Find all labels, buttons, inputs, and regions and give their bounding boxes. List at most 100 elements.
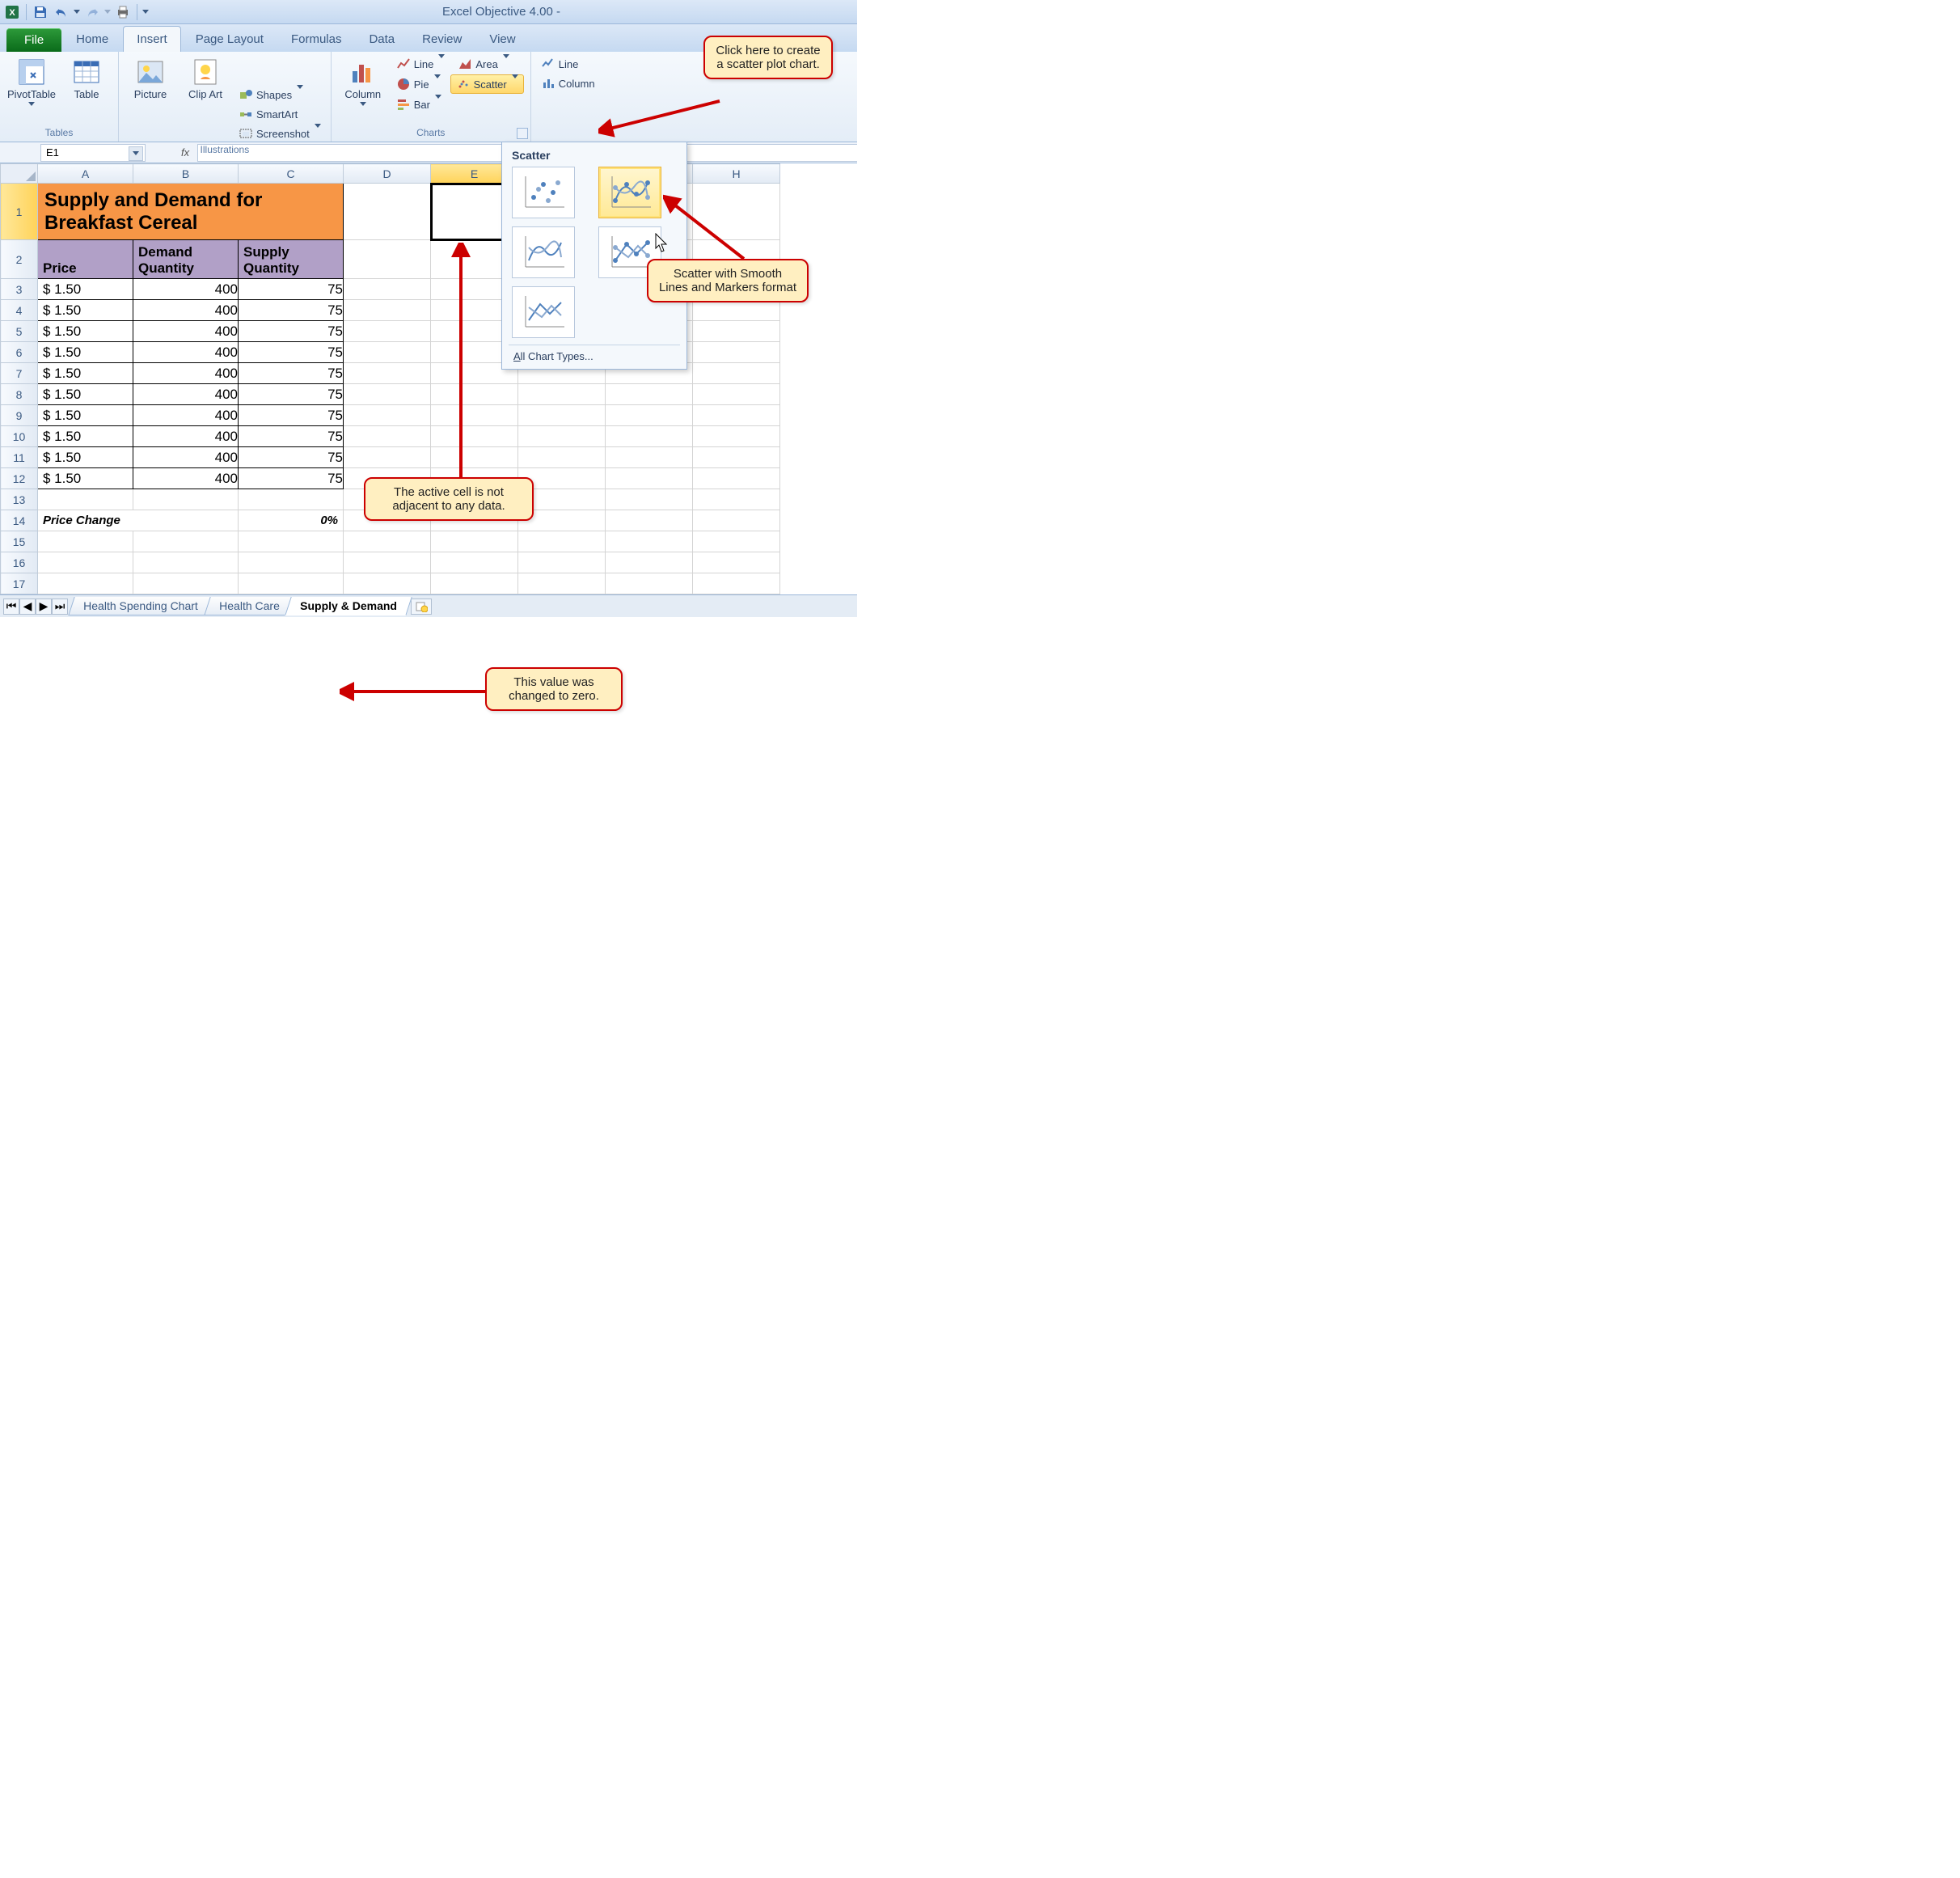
tab-view[interactable]: View [476,27,528,52]
sheet-title[interactable]: Supply and Demand for Breakfast Cereal [38,184,344,240]
area-chart-button[interactable]: Area [454,55,512,73]
price-change-label[interactable]: Price Change [38,510,239,531]
cell-demand[interactable]: 400 [133,363,239,384]
line-chart-button[interactable]: Line [393,55,449,73]
cell-supply[interactable]: 75 [239,447,344,468]
row-9[interactable]: 9 [1,405,38,426]
undo-dropdown[interactable] [74,9,80,15]
hdr-demand[interactable]: Demand Quantity [133,240,239,279]
cell-supply[interactable]: 75 [239,468,344,489]
cell-demand[interactable]: 400 [133,468,239,489]
row-10[interactable]: 10 [1,426,38,447]
cell-price[interactable]: $ 1.50 [38,468,133,489]
picture-button[interactable]: Picture [125,55,175,102]
cell-price[interactable]: $ 1.50 [38,363,133,384]
clipart-button[interactable]: Clip Art [180,55,230,102]
col-D[interactable]: D [344,164,431,184]
cell-demand[interactable]: 400 [133,405,239,426]
hdr-price[interactable]: Price [38,240,133,279]
table-button[interactable]: Table [61,55,112,102]
row-6[interactable]: 6 [1,342,38,363]
col-H[interactable]: H [693,164,780,184]
quick-print-icon[interactable] [114,3,132,21]
cell-demand[interactable]: 400 [133,300,239,321]
price-change-value[interactable]: 0% [239,510,344,531]
hdr-supply[interactable]: Supply Quantity [239,240,344,279]
row-8[interactable]: 8 [1,384,38,405]
redo-icon[interactable] [83,3,101,21]
qat-customize[interactable] [142,9,149,15]
cell-supply[interactable]: 75 [239,405,344,426]
tab-nav-next[interactable]: ▶ [36,599,52,615]
cell-supply[interactable]: 75 [239,321,344,342]
new-sheet-button[interactable] [411,599,432,615]
cell-demand[interactable]: 400 [133,447,239,468]
row-12[interactable]: 12 [1,468,38,489]
row-2[interactable]: 2 [1,240,38,279]
tab-nav-last[interactable]: ⏭ [52,599,68,615]
cell-price[interactable]: $ 1.50 [38,405,133,426]
cell-demand[interactable]: 400 [133,342,239,363]
row-11[interactable]: 11 [1,447,38,468]
shapes-button[interactable]: Shapes [235,86,324,104]
tab-review[interactable]: Review [409,27,475,52]
select-all-corner[interactable] [1,164,38,184]
cell-demand[interactable]: 400 [133,384,239,405]
col-A[interactable]: A [38,164,133,184]
cell-price[interactable]: $ 1.50 [38,300,133,321]
all-chart-types[interactable]: All Chart Types... [509,345,680,362]
scatter-markers-only[interactable] [512,167,575,218]
cell-supply[interactable]: 75 [239,342,344,363]
pivot-table-button[interactable]: PivotTable [6,55,57,108]
bar-chart-button[interactable]: Bar [393,95,445,113]
cell-demand[interactable]: 400 [133,279,239,300]
cell-supply[interactable]: 75 [239,426,344,447]
tab-insert[interactable]: Insert [123,26,181,52]
sparkline-line-button[interactable]: Line [538,55,598,73]
tab-home[interactable]: Home [63,27,121,52]
cell-supply[interactable]: 75 [239,384,344,405]
scatter-smooth-lines-markers[interactable] [598,167,661,218]
cell-price[interactable]: $ 1.50 [38,279,133,300]
cell-price[interactable]: $ 1.50 [38,426,133,447]
tab-page-layout[interactable]: Page Layout [183,27,277,52]
undo-icon[interactable] [53,3,70,21]
excel-icon[interactable]: X [3,3,21,21]
tab-nav-first[interactable]: ⏮ [3,599,19,615]
row-1[interactable]: 1 [1,184,38,240]
pie-chart-button[interactable]: Pie [393,74,444,94]
save-icon[interactable] [32,3,49,21]
scatter-smooth-lines[interactable] [512,226,575,278]
screenshot-button[interactable]: Screenshot [235,125,324,142]
sheet-tab-2[interactable]: Health Care [204,597,294,615]
tab-nav-prev[interactable]: ◀ [19,599,36,615]
smartart-button[interactable]: SmartArt [235,105,324,123]
cell-supply[interactable]: 75 [239,363,344,384]
sheet-tab-1[interactable]: Health Spending Chart [68,597,213,615]
tab-data[interactable]: Data [356,27,408,52]
col-B[interactable]: B [133,164,239,184]
tab-formulas[interactable]: Formulas [278,27,355,52]
cell-price[interactable]: $ 1.50 [38,342,133,363]
cell-price[interactable]: $ 1.50 [38,384,133,405]
file-tab[interactable]: File [6,28,61,52]
name-box[interactable]: E1 [40,144,146,162]
charts-dialog-launcher[interactable] [517,128,528,139]
scatter-chart-button[interactable]: Scatter [450,74,524,94]
row-3[interactable]: 3 [1,279,38,300]
cell-supply[interactable]: 75 [239,279,344,300]
cell-price[interactable]: $ 1.50 [38,447,133,468]
cell-price[interactable]: $ 1.50 [38,321,133,342]
row-7[interactable]: 7 [1,363,38,384]
redo-dropdown[interactable] [104,9,111,15]
cell-demand[interactable]: 400 [133,321,239,342]
col-C[interactable]: C [239,164,344,184]
cell-supply[interactable]: 75 [239,300,344,321]
scatter-straight-lines[interactable] [512,286,575,338]
row-5[interactable]: 5 [1,321,38,342]
cell-demand[interactable]: 400 [133,426,239,447]
row-4[interactable]: 4 [1,300,38,321]
sheet-tab-3[interactable]: Supply & Demand [285,597,412,615]
column-chart-button[interactable]: Column [338,55,388,108]
sparkline-column-button[interactable]: Column [538,74,598,92]
